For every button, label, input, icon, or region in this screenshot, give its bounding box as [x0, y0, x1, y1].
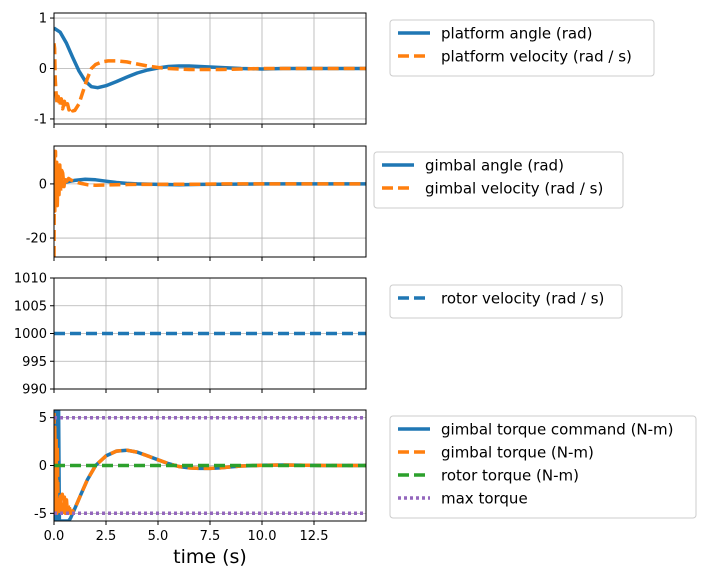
y-tick-label: 1: [39, 12, 47, 27]
y-tick-label: 1005: [14, 299, 47, 314]
series-line-2: [54, 149, 366, 257]
legend-label: gimbal torque command (N-m): [441, 421, 674, 439]
x-tick-label: 5.0: [148, 529, 169, 544]
x-axis-label: time (s): [173, 546, 247, 568]
y-tick-label: 0: [39, 62, 47, 77]
legend-box: [389, 415, 697, 519]
legend-label: rotor torque (N-m): [441, 467, 579, 485]
legend-2: gimbal angle (rad) gimbal velocity (rad /…: [373, 151, 624, 209]
subplot-4: -5 0 5 0.0 2.5 5.0 7.5 10.0 12.5 time (s) gimbal t…: [34, 409, 697, 568]
x-tick-label: 10.0: [248, 529, 277, 544]
y-tick-label: -5: [34, 507, 47, 522]
legend-box: [389, 284, 623, 319]
legend-box: [373, 151, 624, 209]
series-line-2: [54, 43, 366, 113]
legend-label: platform angle (rad): [441, 25, 592, 43]
subplot-1: -1 0 1 platform angle (rad) platform velocit…: [34, 12, 655, 128]
legend-label: max torque: [441, 490, 528, 508]
subplot-2: -20 0 gimbal angle (rad) gimbal velocity (r…: [26, 145, 624, 261]
y-tick-label: 1010: [14, 272, 47, 287]
legend-1: platform angle (rad) platform velocity (r…: [389, 19, 655, 77]
y-tick-label: 1000: [14, 327, 47, 342]
y-tick-label: 5: [39, 411, 47, 426]
x-tick-label: 7.5: [200, 529, 221, 544]
x-tick-label: 0.0: [44, 529, 65, 544]
legend-label: platform velocity (rad / s): [441, 48, 632, 66]
x-tick-label: 12.5: [300, 529, 329, 544]
y-tick-label: 0: [39, 459, 47, 474]
legend-4: gimbal torque command (N-m) gimbal torque…: [389, 415, 697, 519]
legend-3: rotor velocity (rad / s): [389, 284, 623, 319]
x-tick-label: 2.5: [96, 529, 117, 544]
legend-label: rotor velocity (rad / s): [441, 290, 604, 308]
legend-label: gimbal torque (N-m): [441, 444, 594, 462]
legend-label: gimbal velocity (rad / s): [425, 180, 603, 198]
legend-label: gimbal angle (rad): [425, 157, 564, 175]
legend-box: [389, 19, 655, 77]
y-tick-label: -20: [26, 232, 47, 247]
series-line-2: [54, 412, 366, 516]
y-tick-label: 990: [22, 383, 47, 398]
subplot-3: 990 995 1000 1005 1010 rotor velocity (rad / …: [14, 272, 623, 398]
y-tick-label: 0: [39, 177, 47, 192]
y-tick-label: -1: [34, 112, 47, 127]
y-tick-label: 995: [22, 355, 47, 370]
